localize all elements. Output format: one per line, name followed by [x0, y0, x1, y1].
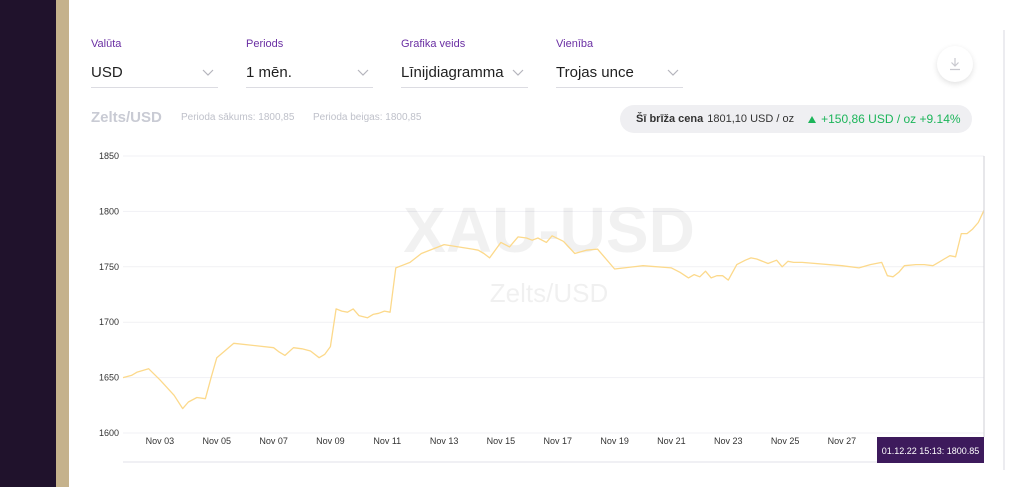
currency-label: Valūta [91, 38, 122, 50]
period-value: 1 mēn. [246, 64, 292, 81]
x-tick-label: Nov 13 [430, 436, 459, 446]
chevron-down-icon [202, 69, 214, 76]
x-tick-label: Nov 11 [373, 436, 401, 446]
unit-value: Trojas unce [556, 64, 634, 81]
chart-type-label: Grafika veids [401, 38, 466, 50]
chevron-down-icon [357, 69, 369, 76]
price-series-line [122, 210, 985, 410]
price-change-value: +150,86 USD / oz +9.14% [821, 112, 961, 126]
chart-type-select[interactable]: Grafika veids Līnijdiagramma [401, 38, 528, 88]
chart-watermark-subtitle: Zelts/USD [490, 278, 608, 308]
y-tick-label: 1600 [99, 428, 119, 438]
current-price-label: Šī brīža cena [636, 113, 704, 125]
gold-accent-strip [56, 0, 69, 487]
tooltip-text: 01.12.22 15:13: 1800.85 [882, 446, 980, 456]
x-tick-label: Nov 21 [657, 436, 686, 446]
chart-type-value-row[interactable]: Līnijdiagramma [401, 63, 528, 88]
x-tick-label: Nov 19 [600, 436, 629, 446]
x-tick-label: Nov 05 [203, 436, 232, 446]
y-tick-label: 1850 [99, 151, 119, 161]
current-price-value: 1801,10 USD / oz [707, 113, 795, 125]
period-start: Perioda sākums: 1800,85 [181, 112, 295, 123]
x-tick-label: Nov 27 [828, 436, 857, 446]
panel-right-border [1003, 30, 1005, 470]
current-price-pill: Šī brīža cena 1801,10 USD / oz +150,86 U… [620, 105, 972, 133]
x-tick-label: Nov 17 [543, 436, 572, 446]
x-tick-label: Nov 09 [316, 436, 345, 446]
currency-value: USD [91, 64, 123, 81]
y-tick-label: 1750 [99, 262, 119, 272]
chevron-down-icon [667, 69, 679, 76]
unit-select[interactable]: Vienība Trojas unce [556, 38, 683, 88]
period-select[interactable]: Periods 1 mēn. [246, 38, 373, 88]
crosshair-tooltip: 01.12.22 15:13: 1800.85 [877, 437, 984, 463]
unit-value-row[interactable]: Trojas unce [556, 63, 683, 88]
x-tick-label: Nov 03 [146, 436, 175, 446]
pair-title: Zelts/USD [91, 109, 162, 126]
y-tick-label: 1800 [99, 206, 119, 216]
download-button[interactable] [937, 46, 973, 82]
y-axis-ticks: 1600 1650 1700 1750 1800 1850 [99, 151, 119, 438]
chevron-down-icon [512, 69, 524, 76]
currency-value-row[interactable]: USD [91, 63, 218, 88]
chart-type-value: Līnijdiagramma [401, 64, 504, 81]
y-tick-label: 1650 [99, 373, 119, 383]
period-value-row[interactable]: 1 mēn. [246, 63, 373, 88]
up-triangle-icon [808, 115, 817, 123]
period-end: Perioda beigas: 1800,85 [313, 112, 422, 123]
unit-label: Vienība [556, 38, 594, 50]
x-tick-label: Nov 23 [714, 436, 743, 446]
chart-watermark: XAU-USD [403, 194, 695, 266]
chart-grid [123, 155, 984, 434]
x-tick-label: Nov 07 [259, 436, 288, 446]
left-sidebar [0, 0, 56, 487]
price-change: +150,86 USD / oz +9.14% [808, 112, 961, 126]
download-icon [950, 58, 960, 71]
y-tick-label: 1700 [99, 317, 119, 327]
currency-select[interactable]: Valūta USD [91, 38, 218, 88]
period-label: Periods [246, 38, 284, 50]
x-tick-label: Nov 15 [487, 436, 516, 446]
x-tick-label: Nov 25 [771, 436, 800, 446]
x-axis-ticks: Nov 03 Nov 05 Nov 07 Nov 09 Nov 11 Nov 13 Nov … [146, 436, 857, 446]
